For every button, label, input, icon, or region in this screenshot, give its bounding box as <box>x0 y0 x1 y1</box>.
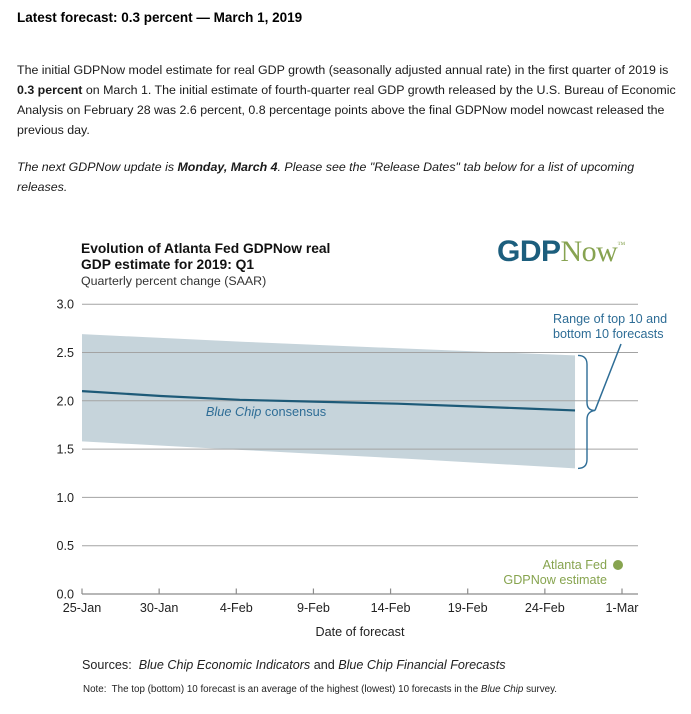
sources-label: Sources: <box>82 658 139 672</box>
forecast-paragraph-text-2: on March 1. The initial estimate of four… <box>17 83 676 137</box>
x-tick-label: 4-Feb <box>220 601 253 615</box>
estimate-label-line2: GDPNow estimate <box>503 573 607 587</box>
source-1: Blue Chip Economic Indicators <box>138 658 311 672</box>
consensus-line-label: Blue Chip consensus <box>206 404 326 419</box>
sources-line: Sources: Blue Chip Economic Indicators a… <box>82 658 506 672</box>
gdpnow-estimate-dot <box>613 560 623 571</box>
range-annotation-line2: bottom 10 forecasts <box>553 327 664 341</box>
x-axis <box>81 588 638 595</box>
x-axis-labels: 25-Jan 30-Jan 4-Feb 9-Feb 14-Feb 19-Feb 24-Feb… <box>63 601 639 615</box>
estimate-label-line1: Atlanta Fed <box>543 558 607 572</box>
sources-joiner: and <box>310 658 339 672</box>
forecast-paragraph-text: The initial GDPNow model estimate for re… <box>17 63 669 78</box>
x-tick-label: 25-Jan <box>63 601 102 615</box>
y-tick-label: 1.0 <box>56 491 74 505</box>
gridlines <box>82 303 638 547</box>
trademark-symbol: ™ <box>617 240 626 249</box>
gdpnow-logo-gdp: GDP <box>497 235 561 268</box>
note-line: Note: The top (bottom) 10 forecast is an… <box>83 684 557 695</box>
note-text: Note: The top (bottom) 10 forecast is an… <box>83 684 481 695</box>
page-title: Latest forecast: 0.3 percent — March 1, … <box>17 10 303 25</box>
gdpnow-logo: GDPNow™ <box>497 230 625 267</box>
x-axis-title: Date of forecast <box>316 625 405 639</box>
y-tick-label: 0.5 <box>56 539 74 553</box>
x-tick-label: 14-Feb <box>371 601 411 615</box>
range-bracket <box>577 354 596 470</box>
y-tick-label: 2.0 <box>56 394 74 408</box>
range-annotation-line1: Range of top 10 and <box>553 312 667 326</box>
source-2: Blue Chip Financial Forecasts <box>338 658 506 672</box>
annotation-callout-line <box>594 343 622 411</box>
gdpnow-evolution-chart: 3.0 2.5 2.0 1.5 1.0 0.5 0.0 25-Jan 30-Jan 4-Feb 9… <box>56 298 667 639</box>
y-tick-label: 2.5 <box>56 346 74 360</box>
note-blue-chip-italic: Blue Chip <box>480 684 524 695</box>
y-tick-label: 3.0 <box>56 298 74 312</box>
forecast-value-bold: 0.3 percent <box>17 83 83 98</box>
next-update-date-bold: Monday, March 4 <box>177 160 278 175</box>
chart-title: Evolution of Atlanta Fed GDPNow real GDP… <box>81 241 330 272</box>
chart-subtitle: Quarterly percent change (SAAR) <box>81 274 267 288</box>
chart-title-line2: GDP estimate for 2019: Q1 <box>81 256 255 272</box>
x-tick-label: 9-Feb <box>297 601 330 615</box>
y-tick-label: 1.5 <box>56 443 74 457</box>
x-tick-label: 30-Jan <box>140 601 179 615</box>
next-update-text: The next GDPNow update is <box>17 160 178 175</box>
next-update-paragraph: The next GDPNow update is Monday, March … <box>17 158 681 198</box>
forecast-paragraph: The initial GDPNow model estimate for re… <box>17 61 681 140</box>
blue-chip-consensus-line <box>81 390 576 412</box>
y-axis-labels: 3.0 2.5 2.0 1.5 1.0 0.5 0.0 <box>56 298 74 602</box>
x-tick-label: 19-Feb <box>448 601 488 615</box>
chart-title-line1: Evolution of Atlanta Fed GDPNow real <box>81 241 331 256</box>
consensus-label-italic: Blue Chip <box>206 404 262 419</box>
x-tick-label: 24-Feb <box>525 601 565 615</box>
y-tick-label: 0.0 <box>56 588 74 602</box>
gdpnow-logo-now: Now <box>560 235 618 268</box>
note-text-2: survey. <box>523 684 557 695</box>
next-update-text-2: . Please see the "Release Dates" tab bel… <box>17 160 635 195</box>
x-tick-label: 1-Mar <box>606 601 639 615</box>
consensus-label-rest: consensus <box>261 404 326 419</box>
